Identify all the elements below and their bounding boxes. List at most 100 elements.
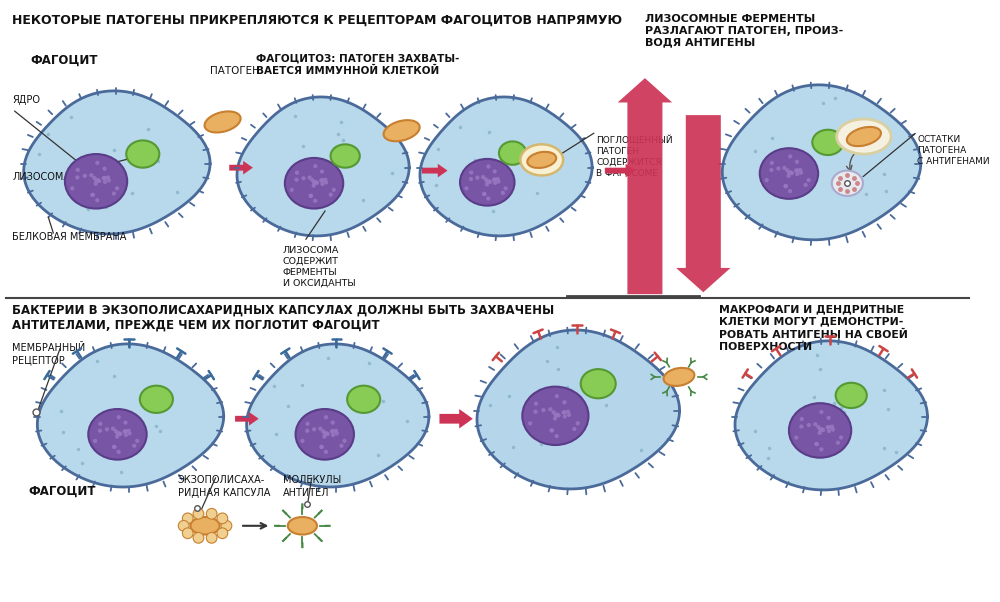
Circle shape <box>330 430 333 433</box>
Circle shape <box>325 181 328 184</box>
Circle shape <box>770 161 773 164</box>
Circle shape <box>800 418 803 421</box>
Polygon shape <box>722 85 921 240</box>
Circle shape <box>107 176 109 179</box>
Circle shape <box>573 427 576 430</box>
Circle shape <box>831 428 834 431</box>
Circle shape <box>133 444 136 447</box>
Circle shape <box>102 177 105 179</box>
Text: ЛИЗОСОМНЫЕ ФЕРМЕНТЫ
РАЗЛАГАЮТ ПАТОГЕН, ПРОИЗ-
ВОДЯ АНТИГЕНЫ: ЛИЗОСОМНЫЕ ФЕРМЕНТЫ РАЗЛАГАЮТ ПАТОГЕН, П… <box>645 14 843 47</box>
Circle shape <box>116 435 119 438</box>
Circle shape <box>193 509 204 519</box>
Circle shape <box>770 169 773 172</box>
Circle shape <box>494 178 497 181</box>
Circle shape <box>487 165 490 168</box>
Circle shape <box>319 427 322 430</box>
Circle shape <box>552 411 555 414</box>
Circle shape <box>504 187 507 190</box>
Circle shape <box>334 429 337 432</box>
Circle shape <box>124 433 127 436</box>
Text: МАКРОФАГИ И ДЕНДРИТНЫЕ
КЛЕТКИ МОГУТ ДЕМОНСТРИ-
РОВАТЬ АНТИГЕНЫ НА СВОЕЙ
ПОВЕРХНО: МАКРОФАГИ И ДЕНДРИТНЫЕ КЛЕТКИ МОГУТ ДЕМО… <box>719 304 908 352</box>
Circle shape <box>113 445 116 448</box>
Ellipse shape <box>460 159 515 206</box>
Ellipse shape <box>347 386 380 413</box>
Circle shape <box>96 161 99 164</box>
Circle shape <box>550 429 553 432</box>
Ellipse shape <box>126 140 159 168</box>
Circle shape <box>497 180 500 183</box>
Polygon shape <box>237 97 409 236</box>
Text: МОЛЕКУЛЫ
АНТИТЕЛ: МОЛЕКУЛЫ АНТИТЕЛ <box>283 475 341 498</box>
Ellipse shape <box>140 386 173 413</box>
Circle shape <box>828 426 830 429</box>
Ellipse shape <box>836 383 867 408</box>
Circle shape <box>324 450 327 453</box>
Circle shape <box>493 178 495 181</box>
Circle shape <box>306 422 309 425</box>
Circle shape <box>114 430 117 433</box>
Circle shape <box>306 429 309 432</box>
Circle shape <box>822 429 825 432</box>
Circle shape <box>799 169 802 172</box>
Circle shape <box>470 171 473 174</box>
Text: МЕМБРАННЫЙ
РЕЦЕПТОР: МЕМБРАННЫЙ РЕЦЕПТОР <box>12 343 86 365</box>
Circle shape <box>116 187 119 190</box>
Circle shape <box>790 172 793 175</box>
Circle shape <box>789 190 792 193</box>
Circle shape <box>487 197 490 200</box>
Circle shape <box>840 436 843 439</box>
Circle shape <box>534 410 537 413</box>
Circle shape <box>83 175 86 178</box>
Circle shape <box>221 521 232 531</box>
Circle shape <box>836 441 839 444</box>
Text: ЛИЗОСОМА: ЛИЗОСОМА <box>12 172 70 182</box>
Circle shape <box>113 445 115 448</box>
Circle shape <box>182 513 193 524</box>
Circle shape <box>116 432 119 435</box>
Circle shape <box>485 183 488 186</box>
Ellipse shape <box>789 403 851 458</box>
Ellipse shape <box>847 127 881 146</box>
Circle shape <box>482 176 485 179</box>
Ellipse shape <box>760 148 818 199</box>
Ellipse shape <box>285 158 343 208</box>
Circle shape <box>483 193 486 196</box>
Circle shape <box>817 426 820 429</box>
Circle shape <box>567 411 570 413</box>
Text: БАКТЕРИИ В ЭКЗОПОЛИСАХАРИДНЫХ КАПСУЛАХ ДОЛЖНЫ БЫТЬ ЗАХВАЧЕНЫ
АНТИТЕЛАМИ, ПРЕЖДЕ : БАКТЕРИИ В ЭКЗОПОЛИСАХАРИДНЫХ КАПСУЛАХ Д… <box>12 304 555 332</box>
Circle shape <box>789 171 792 174</box>
Circle shape <box>295 171 298 174</box>
Circle shape <box>795 169 798 172</box>
Circle shape <box>323 432 326 435</box>
Circle shape <box>496 178 499 181</box>
Polygon shape <box>676 115 731 292</box>
Circle shape <box>819 429 822 432</box>
Circle shape <box>807 424 810 426</box>
Text: ПОГЛОЩЕННЫЙ
ПАТОГЕН
СОДЕРЖИТСЯ
В ФАГОСОМЕ: ПОГЛОЩЕННЫЙ ПАТОГЕН СОДЕРЖИТСЯ В ФАГОСОМ… <box>596 135 673 178</box>
Circle shape <box>320 445 323 448</box>
Circle shape <box>90 174 93 176</box>
Circle shape <box>312 184 315 187</box>
Text: ЛИЗОСОМА
СОДЕРЖИТ
ФЕРМЕНТЫ
И ОКСИДАНТЫ: ЛИЗОСОМА СОДЕРЖИТ ФЕРМЕНТЫ И ОКСИДАНТЫ <box>283 246 356 288</box>
Circle shape <box>99 422 102 425</box>
Circle shape <box>484 178 487 181</box>
Ellipse shape <box>205 111 241 132</box>
Ellipse shape <box>581 369 616 399</box>
Circle shape <box>91 193 94 196</box>
Circle shape <box>96 179 99 182</box>
Circle shape <box>323 435 326 438</box>
Circle shape <box>96 199 99 202</box>
Circle shape <box>555 435 558 438</box>
Circle shape <box>549 408 552 411</box>
Circle shape <box>800 425 803 428</box>
Circle shape <box>290 188 293 191</box>
Circle shape <box>340 444 343 447</box>
Circle shape <box>568 414 571 417</box>
Circle shape <box>486 181 489 184</box>
Circle shape <box>815 442 818 445</box>
Text: БЕЛКОВАЯ МЕМБРАНА: БЕЛКОВАЯ МЕМБРАНА <box>12 232 127 242</box>
Circle shape <box>325 432 328 435</box>
Circle shape <box>94 182 97 185</box>
Circle shape <box>789 155 792 158</box>
Circle shape <box>325 416 327 418</box>
